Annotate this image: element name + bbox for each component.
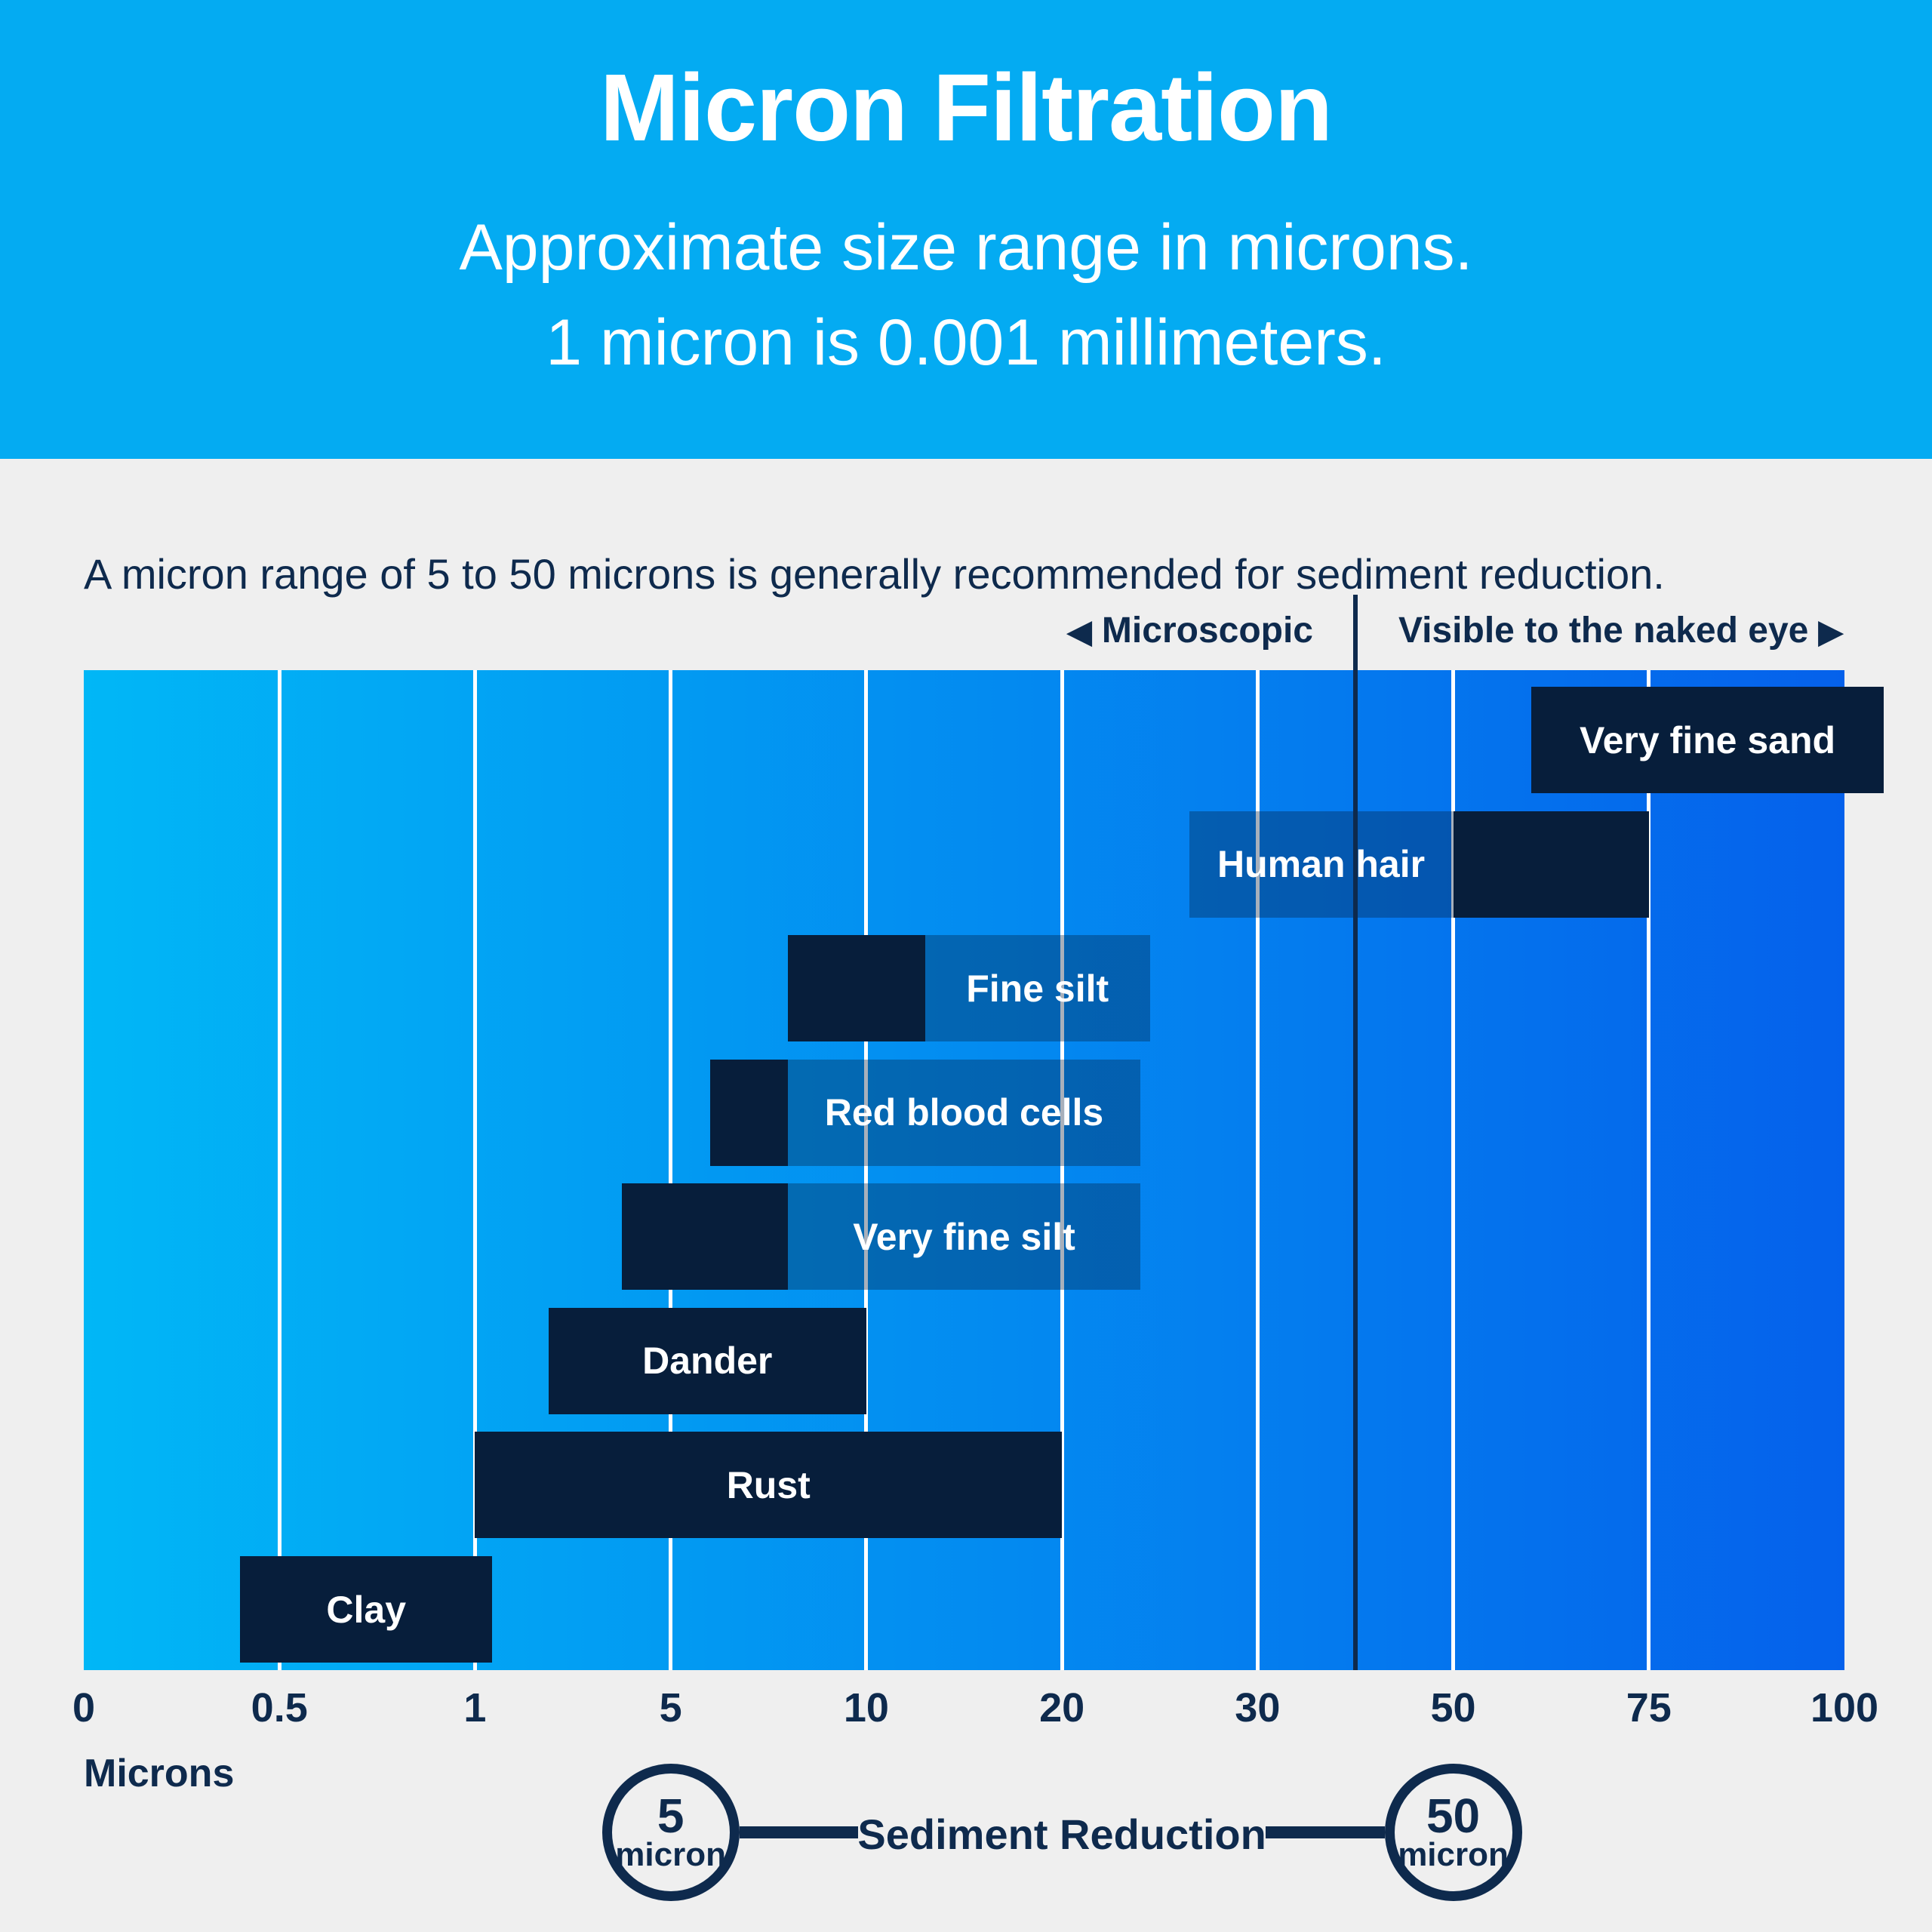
connector-line-left	[739, 1826, 859, 1838]
label-box-human-hair: Human hair	[1189, 811, 1454, 918]
subtitle-line-1: Approximate size range in microns.	[459, 211, 1473, 284]
bar-clay: Clay	[240, 1556, 493, 1663]
axis-tick-10: 10	[843, 1685, 889, 1730]
label-box-very-fine-silt: Very fine silt	[788, 1183, 1140, 1291]
microscopic-zone-label: ◀ Microscopic	[1067, 610, 1313, 651]
bar-rust: Rust	[475, 1432, 1063, 1539]
axis-tick-100: 100	[1810, 1685, 1879, 1730]
bar-very-fine-sand: Very fine sand	[1531, 687, 1884, 793]
gridline-50	[1451, 670, 1456, 1670]
axis-tick-50: 50	[1430, 1685, 1476, 1730]
bar-label-very-fine-silt: Very fine silt	[853, 1215, 1075, 1258]
gridline-75	[1647, 670, 1651, 1670]
microscopic-label-text: Microscopic	[1101, 611, 1313, 651]
x-axis-title: Microns	[84, 1752, 235, 1795]
axis-tick-1: 1	[463, 1685, 487, 1730]
fifty-micron-badge: 50 micron	[1384, 1764, 1522, 1901]
right-arrow-icon: ▶	[1818, 614, 1843, 649]
x-axis: 0 0.5 1 5 10 20 30 50 75 100	[72, 1684, 1878, 1737]
gridline-10	[864, 670, 869, 1670]
bar-label-clay: Clay	[326, 1588, 407, 1631]
five-micron-unit: micron	[615, 1836, 726, 1874]
axis-tick-20: 20	[1039, 1685, 1085, 1730]
connector-line-right	[1266, 1826, 1385, 1838]
label-box-fine-silt: Fine silt	[924, 935, 1150, 1042]
bar-label-fine-silt: Fine silt	[966, 967, 1109, 1010]
gridline-5	[669, 670, 673, 1670]
bar-label-very-fine-sand: Very fine sand	[1580, 718, 1836, 761]
bar-label-dander: Dander	[642, 1340, 773, 1383]
bar-human-hair	[1453, 811, 1649, 918]
gridline-0.5	[277, 670, 281, 1670]
range-chart: Very fine sand Human hair Fine silt Red blo…	[84, 595, 1884, 1670]
bar-label-rust: Rust	[726, 1463, 811, 1506]
axis-tick-5: 5	[659, 1685, 682, 1730]
label-box-red-blood-cells: Red blood cells	[788, 1059, 1140, 1166]
visible-label-text: Visible to the naked eye	[1398, 611, 1809, 651]
bar-red-blood-cells	[709, 1059, 789, 1166]
page-title: Micron Filtration	[600, 54, 1333, 161]
fifty-micron-value: 50	[1426, 1788, 1481, 1843]
five-micron-badge: 5 micron	[601, 1764, 740, 1901]
subtitle-line-2: 1 micron is 0.001 millimeters.	[546, 306, 1386, 380]
gridline-1	[472, 670, 477, 1670]
axis-tick-75: 75	[1626, 1685, 1672, 1730]
axis-tick-0: 0	[72, 1685, 96, 1730]
bar-label-human-hair: Human hair	[1217, 843, 1426, 886]
left-arrow-icon: ◀	[1067, 614, 1092, 649]
visible-zone-label: Visible to the naked eye ▶	[1398, 610, 1843, 651]
sediment-reduction-label: Sediment Reduction	[857, 1810, 1266, 1858]
axis-tick-0.5: 0.5	[251, 1685, 308, 1730]
header: Micron Filtration Approximate size range…	[0, 0, 1932, 459]
gridline-20	[1060, 670, 1064, 1670]
gridline-30	[1255, 670, 1260, 1670]
bar-fine-silt	[788, 935, 925, 1042]
bar-dander: Dander	[548, 1307, 866, 1414]
axis-tick-30: 30	[1235, 1685, 1281, 1730]
bar-label-red-blood-cells: Red blood cells	[824, 1091, 1104, 1134]
recommendation-note: A micron range of 5 to 50 microns is gen…	[84, 550, 1665, 598]
bar-very-fine-silt	[621, 1183, 789, 1291]
threshold-divider	[1352, 595, 1358, 1670]
five-micron-value: 5	[657, 1788, 685, 1843]
fifty-micron-unit: micron	[1398, 1836, 1509, 1874]
